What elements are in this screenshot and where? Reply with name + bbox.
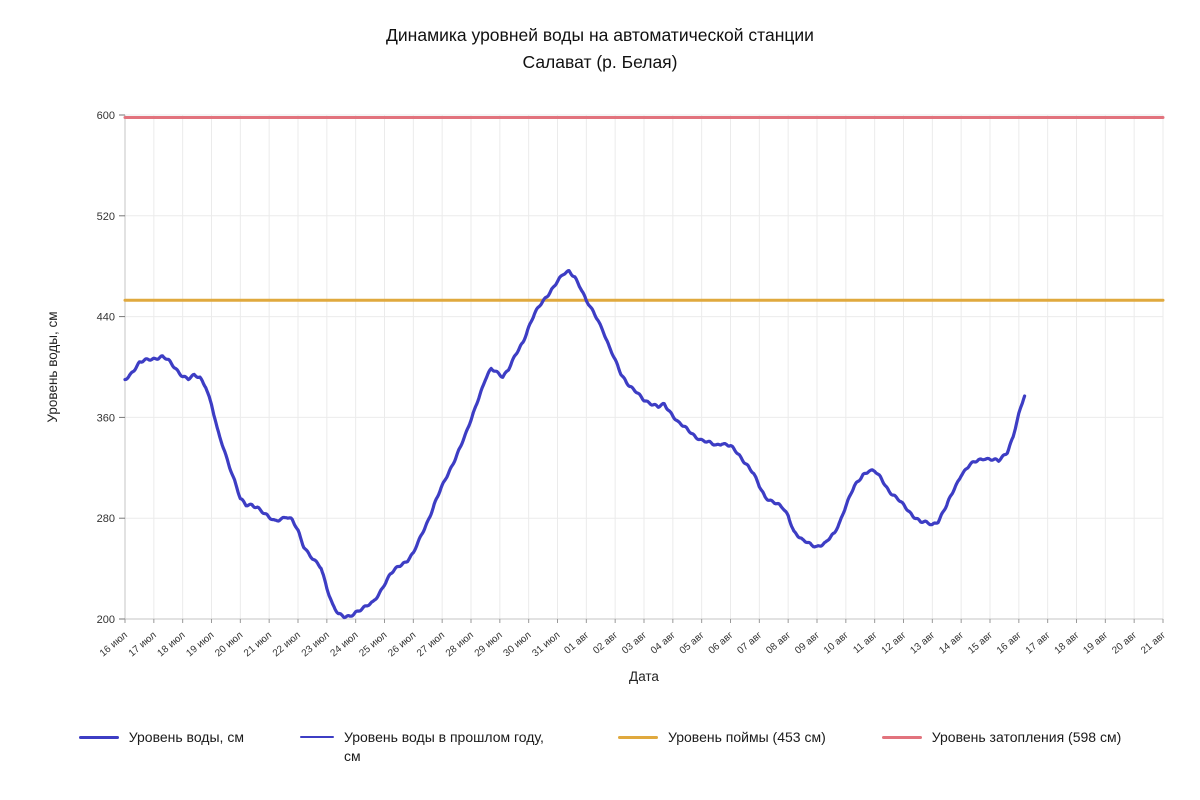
x-tick-label: 06 авг (707, 630, 736, 657)
page-title-line2: Салават (р. Белая) (522, 52, 678, 72)
x-tick-label: 01 авг (562, 630, 591, 657)
x-tick-label: 04 авг (649, 630, 678, 657)
x-tick-label: 17 авг (1024, 630, 1053, 657)
legend-line-water-level (78, 736, 119, 739)
x-tick-label: 15 авг (966, 630, 995, 657)
x-tick-label: 21 авг (1139, 630, 1168, 657)
x-tick-label: 20 июл (213, 630, 245, 659)
x-tick-label: 16 июл (98, 630, 130, 659)
x-tick-label: 20 авг (1110, 630, 1139, 657)
x-tick-label: 19 июл (184, 630, 216, 659)
gridlines (124, 114, 1164, 620)
x-tick-label: 14 авг (937, 630, 966, 657)
x-tick-label: 22 июл (271, 630, 303, 659)
chart-legend: Уровень воды, см Уровень воды в прошлом … (0, 728, 1200, 766)
x-axis-title: Дата (629, 669, 659, 684)
x-tick-label: 27 июл (415, 630, 447, 659)
y-tick-label: 440 (97, 312, 115, 324)
x-tick-label: 17 июл (127, 630, 159, 659)
x-tick-label: 07 авг (735, 630, 764, 657)
axes: 200 280 360 440 520 600 (97, 110, 1163, 626)
legend-line-floodplain-level (617, 736, 658, 739)
x-tick-label: 05 авг (678, 630, 707, 657)
x-tick-label: 08 авг (764, 630, 793, 657)
x-tick-label: 26 июл (386, 630, 418, 659)
legend-label-flood-level: Уровень затопления (598 см) (931, 729, 1122, 745)
x-tick-label: 29 июл (473, 630, 505, 659)
legend-item-flood-level[interactable]: Уровень затопления (598 см) (881, 728, 1122, 747)
legend-item-last-year-level[interactable]: Уровень воды в прошлом году, см (299, 728, 562, 766)
series-line-0 (123, 269, 1027, 620)
x-tick-label: 28 июл (444, 630, 476, 659)
legend-line-flood-level (881, 736, 922, 739)
x-tick-label: 13 авг (908, 630, 937, 657)
legend-line-last-year-level (299, 736, 334, 738)
x-tick-label: 31 июл (530, 630, 562, 659)
x-tick-label: 16 авг (995, 630, 1024, 657)
legend-label-last-year-level: Уровень воды в прошлом году, см (343, 729, 544, 764)
y-tick-label: 520 (97, 211, 115, 223)
x-tick-label: 19 авг (1081, 630, 1110, 657)
y-axis-title: Уровень воды, см (45, 311, 60, 422)
legend-item-floodplain-level[interactable]: Уровень поймы (453 см) (617, 728, 826, 747)
page-title-line1: Динамика уровней воды на автоматической … (386, 25, 814, 45)
legend-label-floodplain-level: Уровень поймы (453 см) (667, 729, 826, 745)
y-tick-label: 280 (97, 513, 115, 525)
x-tick-label: 24 июл (329, 630, 361, 659)
legend-label-water-level: Уровень воды, см (128, 729, 244, 745)
x-tick-label: 02 авг (591, 630, 620, 657)
x-tick-label: 25 июл (357, 630, 389, 659)
page-title: Динамика уровней воды на автоматической … (0, 0, 1200, 76)
legend-item-water-level[interactable]: Уровень воды, см (78, 728, 244, 747)
x-tick-label: 12 авг (880, 630, 909, 657)
y-tick-label: 200 (97, 614, 115, 626)
x-tick-label: 30 июл (502, 630, 534, 659)
x-tick-label: 18 авг (1053, 630, 1082, 657)
x-tick-label: 23 июл (300, 630, 332, 659)
x-tick-label: 09 авг (793, 630, 822, 657)
y-tick-label: 360 (97, 412, 115, 424)
x-tick-label: 21 июл (242, 630, 274, 659)
x-tick-label: 18 июл (156, 630, 188, 659)
x-tick-label: 10 авг (822, 630, 851, 657)
x-tick-label: 11 авг (851, 630, 880, 656)
y-tick-label: 600 (97, 110, 115, 122)
x-tick-label: 03 авг (620, 630, 649, 657)
